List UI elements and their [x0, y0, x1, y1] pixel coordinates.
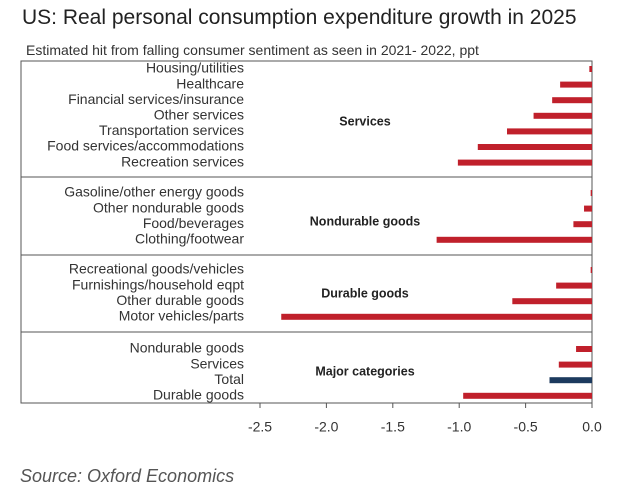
x-tick-label: -2.5	[248, 419, 272, 435]
chart-title: US: Real personal consumption expenditur…	[22, 6, 577, 29]
category-label: Housing/utilities	[146, 60, 244, 76]
x-tick-label: -2.0	[314, 419, 338, 435]
category-label: Other services	[154, 107, 244, 123]
category-label: Gasoline/other energy goods	[64, 184, 244, 200]
group-label: Nondurable goods	[310, 214, 420, 228]
x-tick-label: -0.5	[514, 419, 538, 435]
category-label: Other nondurable goods	[93, 199, 244, 215]
category-label: Motor vehicles/parts	[119, 308, 244, 324]
x-tick-label: -1.5	[381, 419, 405, 435]
bar	[436, 236, 592, 243]
category-label: Financial services/insurance	[68, 91, 244, 107]
chart-subtitle: Estimated hit from falling consumer sent…	[26, 42, 479, 58]
category-label: Food/beverages	[143, 215, 244, 231]
bar	[590, 267, 592, 273]
group-label: Services	[339, 114, 390, 128]
category-label: Healthcare	[176, 75, 244, 91]
category-label: Total	[214, 371, 244, 387]
category-label: Furnishings/household eqpt	[72, 276, 244, 292]
group-label: Major categories	[315, 364, 414, 378]
category-label: Recreational goods/vehicles	[69, 261, 244, 277]
bar	[477, 144, 592, 150]
category-label: Other durable goods	[116, 292, 244, 308]
bar	[463, 392, 592, 399]
source-note: Source: Oxford Economics	[20, 466, 235, 486]
bar	[589, 66, 592, 72]
bar	[556, 282, 592, 289]
bar	[512, 298, 592, 305]
category-label: Nondurable goods	[130, 340, 244, 356]
bar	[507, 128, 592, 135]
x-tick-label: -1.0	[447, 419, 471, 435]
bar	[590, 190, 592, 196]
bar	[552, 97, 592, 104]
category-label: Services	[190, 355, 244, 371]
bar	[573, 221, 592, 228]
bar	[576, 346, 592, 352]
bar	[533, 112, 592, 119]
panel-frame	[20, 331, 593, 404]
bar	[584, 205, 592, 212]
category-label: Recreation services	[121, 153, 244, 169]
category-label: Food services/accommodations	[47, 138, 244, 154]
x-tick-label: 0.0	[582, 419, 602, 435]
bar	[560, 81, 592, 88]
category-label: Transportation services	[99, 122, 244, 138]
group-label: Durable goods	[321, 286, 409, 300]
bar	[281, 313, 592, 320]
category-label: Clothing/footwear	[135, 231, 244, 247]
bar	[558, 361, 592, 368]
bar	[549, 377, 592, 384]
category-label: Durable goods	[153, 387, 244, 403]
bar	[457, 159, 592, 166]
